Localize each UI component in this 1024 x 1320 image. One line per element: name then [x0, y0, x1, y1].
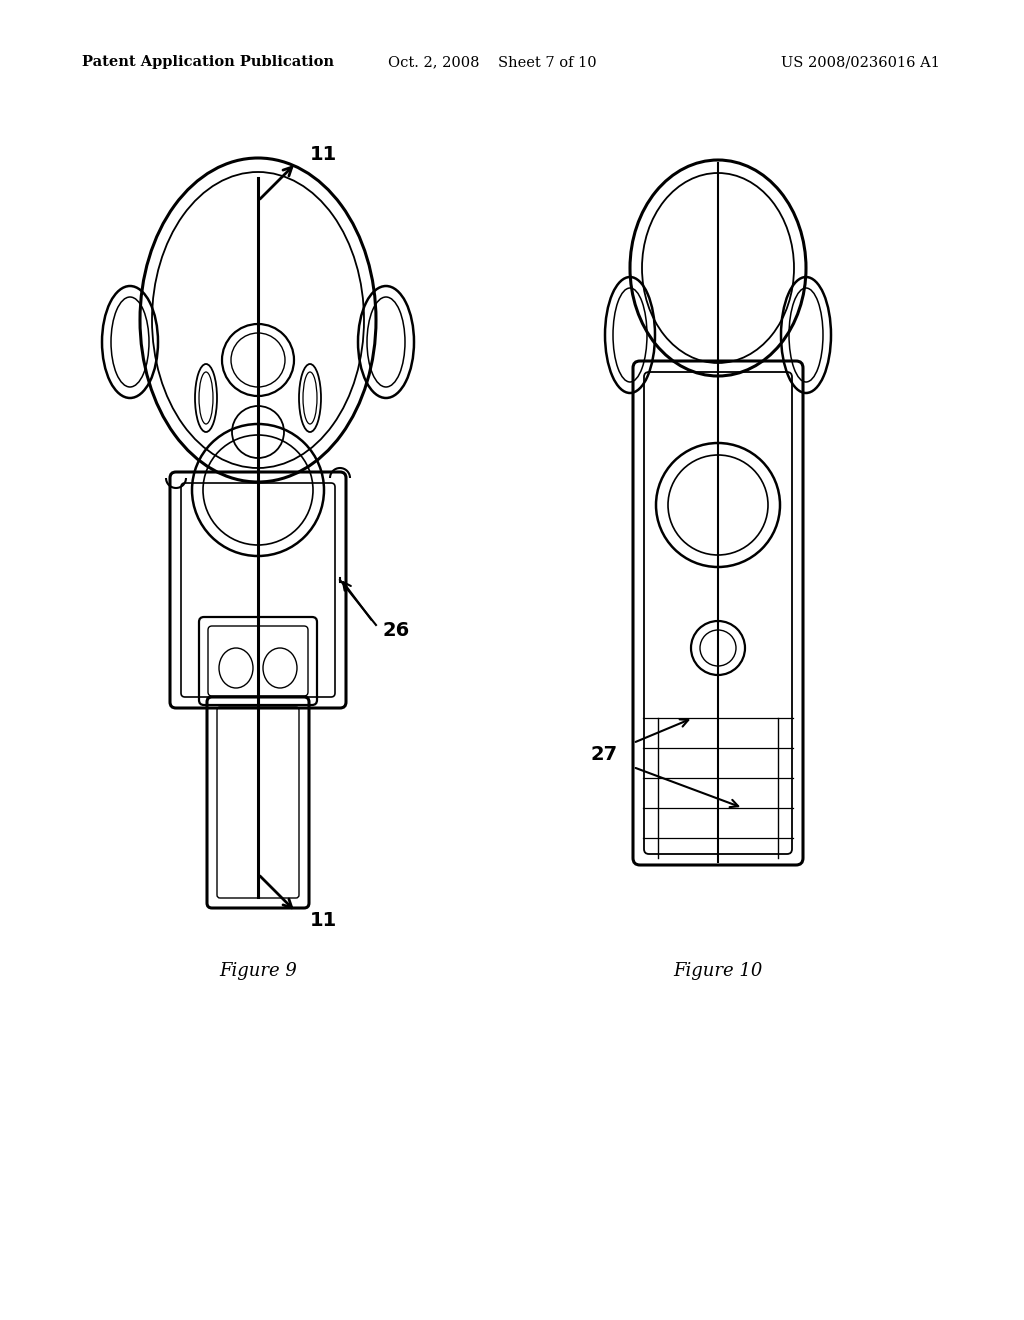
Text: 11: 11 [310, 145, 337, 165]
Text: US 2008/0236016 A1: US 2008/0236016 A1 [781, 55, 940, 69]
Text: Patent Application Publication: Patent Application Publication [82, 55, 334, 69]
Text: Figure 9: Figure 9 [219, 962, 297, 979]
Text: Oct. 2, 2008    Sheet 7 of 10: Oct. 2, 2008 Sheet 7 of 10 [388, 55, 596, 69]
Text: Figure 10: Figure 10 [674, 962, 763, 979]
Text: 26: 26 [382, 620, 410, 639]
Text: 27: 27 [591, 746, 618, 764]
Text: 11: 11 [310, 911, 337, 929]
